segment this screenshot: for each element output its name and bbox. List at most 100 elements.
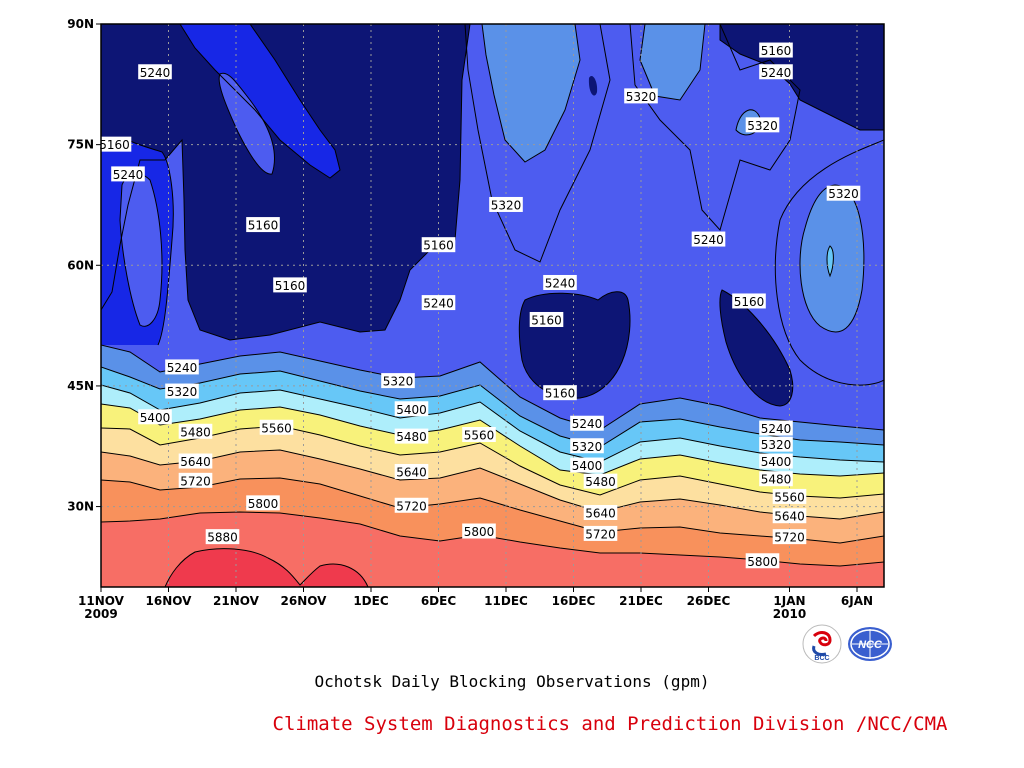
patch-5240-inner xyxy=(219,73,275,175)
credit-line: Climate System Diagnostics and Predictio… xyxy=(272,713,948,735)
plot-frame xyxy=(100,23,885,588)
contour-label-box xyxy=(421,237,456,253)
contour-label: 5240 xyxy=(761,422,792,436)
contour-lines xyxy=(101,24,884,587)
contour-line-5320 xyxy=(101,366,884,448)
contour-label: 5240 xyxy=(140,66,171,80)
y-tick-label: 30N xyxy=(67,500,94,514)
contour-label-box xyxy=(462,426,496,442)
contour-label-box xyxy=(772,488,807,504)
contour-label: 5160 xyxy=(734,295,765,309)
contour-label-box xyxy=(745,117,780,133)
contour-label: 5400 xyxy=(761,455,792,469)
contour-label: 5720 xyxy=(774,531,805,545)
contour-label: 5320 xyxy=(828,187,859,201)
contour-label: 5160 xyxy=(248,219,279,233)
contour-label: 5400 xyxy=(140,411,171,425)
ncc-logo-text: NCC xyxy=(858,639,883,651)
contour-label: 5160 xyxy=(275,279,306,293)
contour-line-5400 xyxy=(101,384,884,463)
x-tick-label: 6JAN xyxy=(841,594,873,608)
contour-label: 5560 xyxy=(774,490,805,504)
x-tick-label: 26DEC xyxy=(687,594,731,608)
contour-label: 5800 xyxy=(248,497,279,511)
contour-label-box xyxy=(570,438,604,454)
contour-line-5160-late xyxy=(719,289,794,407)
contour-label: 5320 xyxy=(626,90,657,104)
contour-label-box xyxy=(583,505,618,521)
band-5880-plus xyxy=(165,548,368,587)
contour-label: 5240 xyxy=(423,297,454,311)
contour-label-box xyxy=(111,166,145,182)
contour-label-box xyxy=(529,311,564,327)
contour-label: 5400 xyxy=(396,403,427,417)
contour-label-box xyxy=(691,231,726,247)
contour-label: 5880 xyxy=(207,531,238,545)
contour-label-box xyxy=(246,495,280,511)
contour-line-5480-e xyxy=(826,245,834,278)
contour-label-box xyxy=(759,64,793,80)
y-tick-label: 90N xyxy=(67,17,94,31)
x-tick-label: 1JAN xyxy=(773,594,805,608)
contour-fill-layer xyxy=(101,24,884,587)
ncc-logo: NCC xyxy=(848,627,892,661)
contour-line-5640 xyxy=(101,449,884,520)
contour-label-box xyxy=(570,457,604,473)
contour-line-5400-arctic-b xyxy=(481,24,581,163)
contour-label: 5640 xyxy=(585,507,616,521)
contour-label: 5160 xyxy=(423,239,454,253)
y-tick-label: 75N xyxy=(67,138,94,152)
contour-label: 5240 xyxy=(572,417,603,431)
contour-label-box xyxy=(178,453,213,469)
contour-label: 5400 xyxy=(572,459,603,473)
gridlines xyxy=(101,24,884,587)
contour-line-5240 xyxy=(101,344,884,431)
contour-label-box xyxy=(759,42,793,58)
contour-label-box xyxy=(178,472,213,488)
contour-line-5160-dec xyxy=(518,291,631,399)
x-tick-label: 16NOV xyxy=(146,594,193,608)
contour-line-5320-e xyxy=(774,139,884,386)
contour-label: 5320 xyxy=(761,438,792,452)
contour-label: 5160 xyxy=(761,44,792,58)
contour-label: 5640 xyxy=(774,510,805,524)
contour-label-box xyxy=(759,471,793,487)
x-tick-label: 11DEC xyxy=(484,594,528,608)
contour-label-box xyxy=(394,497,429,513)
contour-line-5560 xyxy=(101,425,884,499)
contour-label: 5560 xyxy=(464,428,495,442)
contour-label: 5560 xyxy=(261,421,292,435)
contour-label-box xyxy=(246,217,280,233)
contour-label: 5640 xyxy=(396,465,427,479)
contour-line-5400-f xyxy=(799,184,865,333)
x-tick-label: 21NOV xyxy=(213,594,260,608)
contour-labels: 5240 5160 5240 5160 5160 5160 5240 5320 5240 5160… xyxy=(97,42,861,569)
contour-label-box xyxy=(624,88,658,104)
contour-label-box xyxy=(745,553,780,569)
contour-label-box xyxy=(394,428,429,444)
contour-label-box xyxy=(772,508,807,524)
contour-label: 5800 xyxy=(464,525,495,539)
contour-label: 5320 xyxy=(747,119,778,133)
contour-label: 5480 xyxy=(585,475,616,489)
y-tick-label: 45N xyxy=(67,379,94,393)
contour-label-box xyxy=(205,529,240,545)
patch-5240-left-lobe-inner xyxy=(120,173,162,327)
patch-5240-upper-left xyxy=(180,24,340,178)
contour-label-box xyxy=(394,463,429,479)
contour-label: 5320 xyxy=(383,375,414,389)
contour-label: 5720 xyxy=(396,499,427,513)
contour-line-5480 xyxy=(101,403,884,477)
contour-label-box xyxy=(543,274,577,290)
core-5160-main xyxy=(101,24,470,340)
contour-label-box xyxy=(138,64,172,80)
contour-label-box xyxy=(759,420,793,436)
y-tick-label: 60N xyxy=(67,258,94,272)
bcc-logo: BCC xyxy=(802,624,842,664)
contour-label-box xyxy=(97,136,132,152)
contour-label: 5720 xyxy=(585,527,616,541)
contour-line-5720 xyxy=(101,477,884,544)
contour-label-box xyxy=(165,359,199,375)
contour-label: 5480 xyxy=(396,430,427,444)
